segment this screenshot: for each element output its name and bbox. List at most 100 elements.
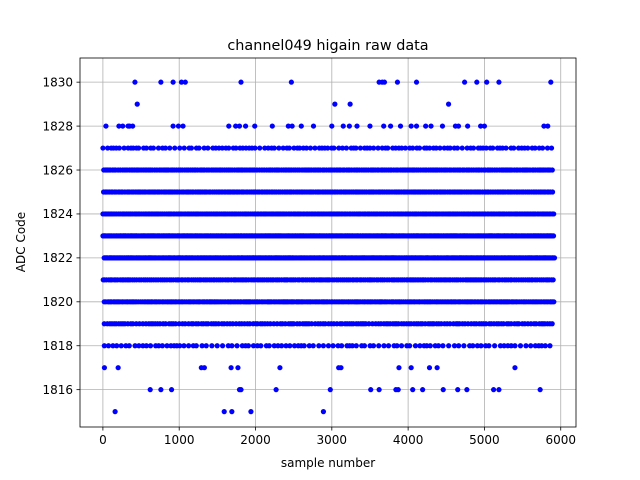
data-point — [539, 343, 545, 349]
data-point — [325, 343, 332, 349]
data-point — [121, 145, 127, 151]
data-point — [276, 145, 282, 151]
data-point — [370, 343, 377, 349]
data-point — [455, 123, 462, 129]
data-point — [115, 365, 121, 371]
data-point — [549, 189, 556, 195]
data-point — [371, 145, 377, 151]
data-point — [252, 123, 258, 129]
data-point — [353, 343, 359, 349]
data-point — [367, 145, 373, 151]
data-point — [550, 277, 556, 283]
data-point — [325, 145, 331, 151]
data-point — [258, 343, 264, 349]
data-point — [427, 343, 433, 349]
x-tick-label: 5000 — [469, 433, 500, 447]
data-point — [147, 343, 154, 349]
data-point — [454, 145, 461, 151]
data-point — [396, 365, 402, 371]
data-point — [539, 145, 546, 151]
data-point — [193, 343, 199, 349]
data-point — [159, 343, 165, 349]
data-point — [101, 343, 107, 349]
data-point — [132, 79, 138, 85]
data-point — [188, 145, 195, 151]
data-point — [238, 79, 244, 85]
data-point — [105, 343, 112, 349]
data-point — [285, 123, 291, 129]
data-point — [549, 167, 555, 173]
data-point — [451, 343, 458, 349]
data-point — [497, 343, 504, 349]
data-point — [103, 123, 109, 129]
data-point — [105, 145, 111, 151]
chart-title: channel049 higain raw data — [227, 38, 428, 54]
data-point — [428, 123, 434, 129]
data-point — [181, 343, 187, 349]
plot-frame — [79, 57, 577, 428]
data-point — [361, 343, 368, 349]
data-point — [459, 145, 465, 151]
data-point — [250, 343, 257, 349]
data-point — [335, 343, 341, 349]
data-point — [221, 409, 227, 415]
data-point — [280, 145, 286, 151]
data-point — [490, 387, 497, 393]
data-point — [381, 79, 388, 85]
data-points — [100, 79, 558, 415]
data-point — [162, 145, 169, 151]
data-point — [245, 343, 252, 349]
data-point — [170, 123, 176, 129]
data-point — [440, 387, 446, 393]
data-point — [289, 123, 295, 129]
x-tick-label: 2000 — [240, 433, 271, 447]
data-point — [461, 343, 467, 349]
y-tick-label: 1830 — [42, 75, 73, 89]
data-point — [120, 123, 126, 129]
data-point — [445, 101, 452, 107]
data-point — [172, 321, 179, 327]
data-point — [434, 365, 440, 371]
data-point — [186, 343, 192, 349]
data-point — [508, 343, 514, 349]
data-point — [511, 145, 517, 151]
data-point — [167, 145, 173, 151]
data-point — [516, 321, 522, 327]
data-point — [394, 79, 401, 85]
data-point — [229, 409, 235, 415]
data-point — [226, 145, 232, 151]
data-point — [464, 387, 470, 393]
data-point — [408, 123, 414, 129]
data-point — [203, 343, 209, 349]
data-point — [228, 365, 234, 371]
data-point — [435, 343, 442, 349]
data-point — [136, 145, 142, 151]
data-point — [512, 343, 518, 349]
data-point — [180, 123, 186, 129]
data-point — [309, 321, 315, 327]
data-point — [242, 123, 249, 129]
data-point — [338, 365, 344, 371]
data-point — [312, 145, 318, 151]
data-point — [503, 145, 509, 151]
data-point — [490, 145, 496, 151]
data-point — [283, 343, 289, 349]
data-point — [381, 343, 387, 349]
data-point — [492, 343, 498, 349]
data-point — [158, 387, 164, 393]
data-point — [412, 343, 419, 349]
data-point — [233, 145, 239, 151]
data-point — [275, 343, 281, 349]
x-tick-label: 1000 — [164, 433, 195, 447]
data-point — [413, 123, 420, 129]
data-point — [551, 211, 557, 217]
data-point — [177, 145, 183, 151]
data-point — [126, 343, 132, 349]
data-point — [301, 343, 307, 349]
data-point — [233, 123, 239, 129]
data-point — [205, 145, 211, 151]
data-point — [118, 343, 124, 349]
data-point — [456, 343, 462, 349]
data-point — [455, 387, 461, 393]
data-point — [177, 343, 183, 349]
